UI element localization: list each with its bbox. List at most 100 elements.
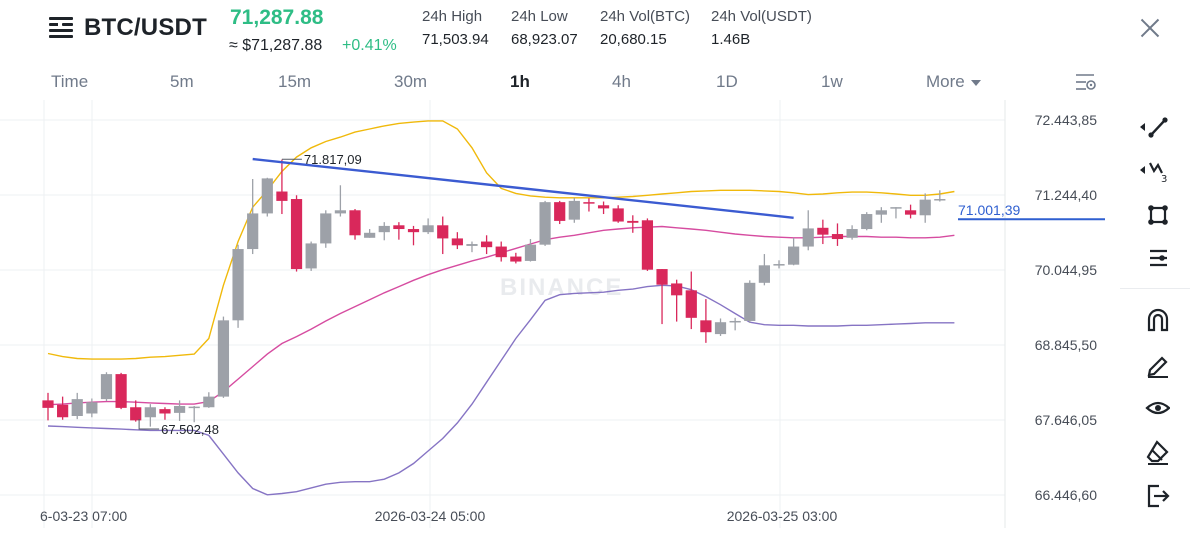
stat-24h-vol-btc: 24h Vol(BTC) 20,680.15	[600, 8, 690, 48]
candle-body	[685, 290, 697, 318]
tab-4h[interactable]: 4h	[612, 72, 631, 91]
tab-1h[interactable]: 1h	[510, 72, 530, 91]
svg-text:3: 3	[1161, 174, 1167, 183]
usd-price: ≈ $71,287.88	[229, 37, 323, 54]
candle-body	[904, 210, 917, 215]
candle-body	[86, 402, 98, 414]
stat-value: 68,923.07	[511, 31, 578, 48]
candle-body	[42, 400, 54, 408]
candle-body	[115, 374, 127, 408]
candle-body	[188, 406, 200, 409]
high-annotation: 71.817,09	[304, 152, 362, 167]
stat-value: 20,680.15	[600, 31, 667, 48]
candle-body	[583, 202, 595, 204]
candle-body	[510, 256, 522, 262]
chart-settings-icon[interactable]	[1074, 72, 1098, 92]
candle-body	[627, 220, 639, 223]
candle-body	[144, 407, 156, 418]
candle-body	[466, 244, 478, 246]
menu-icon[interactable]	[49, 17, 73, 39]
tab-more[interactable]: More	[926, 72, 981, 92]
candle-body	[247, 213, 259, 250]
header: BTC/USDT 71,287.88 ≈ $71,287.88 +0.41% 2…	[0, 0, 1200, 60]
tab-1w[interactable]: 1w	[821, 72, 843, 91]
candle-body	[817, 227, 829, 235]
candle-body	[831, 234, 844, 240]
exit-tool[interactable]	[1132, 480, 1172, 510]
close-icon[interactable]	[1138, 16, 1162, 40]
price-chart[interactable]: BINANCE 71.817,09 67.502,48 72.443,85 71.244…	[0, 100, 1110, 530]
stat-24h-vol-usdt: 24h Vol(USDT) 1.46B	[711, 8, 812, 48]
y-tick-label: 66.446,60	[1035, 487, 1097, 503]
candle-body	[320, 213, 332, 244]
tab-5m[interactable]: 5m	[170, 72, 194, 91]
toolbar-divider	[1120, 288, 1190, 289]
tab-time[interactable]: Time	[51, 72, 89, 91]
candle-body	[130, 407, 142, 421]
bollinger-upper-line	[47, 120, 955, 360]
eye-icon	[1145, 401, 1170, 415]
candle-body	[568, 200, 580, 220]
candle-body	[700, 320, 712, 333]
fib-tool-icon	[1150, 249, 1167, 267]
candle-body	[861, 214, 873, 230]
magnet-icon	[1147, 308, 1169, 332]
pencil-tool[interactable]	[1132, 348, 1172, 378]
candle-body	[334, 210, 346, 214]
candle-body	[217, 320, 230, 397]
candle-body	[656, 269, 668, 285]
candle-body	[378, 225, 390, 233]
candle-body	[495, 246, 507, 258]
candle-body	[290, 199, 303, 270]
tab-1d[interactable]: 1D	[716, 72, 738, 91]
y-tick-label: 70.044,95	[1035, 262, 1097, 278]
candle-body	[349, 210, 361, 236]
stat-value: 1.46B	[711, 31, 751, 48]
stat-label: 24h Low	[511, 8, 568, 25]
current-price-label: 71.001,39	[958, 202, 1020, 218]
magnet-tool[interactable]	[1132, 304, 1172, 334]
low-annotation: 67.502,48	[161, 422, 219, 437]
stat-label: 24h Vol(BTC)	[600, 8, 691, 25]
candle-body	[788, 246, 800, 265]
candle-body	[451, 238, 463, 246]
candle-body	[203, 396, 215, 408]
last-price: 71,287.88	[230, 6, 324, 29]
trendline-tool[interactable]	[1132, 112, 1172, 142]
candle-body	[758, 265, 770, 283]
visibility-tool[interactable]	[1132, 393, 1172, 423]
shape-tool-icon	[1148, 205, 1168, 225]
candle-body	[261, 178, 273, 214]
candlestick-chart[interactable]: BINANCE 71.817,09 67.502,48 72.443,85 71.244…	[0, 100, 1110, 530]
x-tick-label: 2026-03-25 03:00	[727, 508, 838, 524]
pencil-icon	[1147, 356, 1168, 378]
timeframe-tabs: Time 5m 15m 30m 1h 4h 1D 1w More	[0, 66, 1110, 96]
tab-more-label: More	[926, 72, 965, 91]
candle-body	[437, 225, 449, 239]
candle-body	[554, 202, 566, 221]
candle-body	[744, 282, 756, 321]
tab-30m[interactable]: 30m	[394, 72, 428, 91]
tab-15m[interactable]: 15m	[278, 72, 312, 91]
pattern-tool-icon: 3	[1140, 162, 1167, 183]
candle-body	[597, 205, 610, 209]
candle-body	[57, 404, 69, 418]
candle-body	[159, 409, 171, 414]
low-marker-line	[138, 418, 160, 430]
y-tick-label: 68.845,50	[1035, 337, 1097, 353]
eraser-tool[interactable]	[1132, 436, 1172, 466]
candle-body	[539, 202, 551, 245]
shape-tool[interactable]	[1132, 200, 1172, 230]
price-change: +0.41%	[342, 37, 397, 54]
fib-tool[interactable]	[1132, 244, 1172, 274]
candle-body	[875, 210, 887, 215]
candle-body	[671, 283, 683, 296]
trendline	[252, 157, 794, 219]
pair-title[interactable]: BTC/USDT	[84, 14, 207, 41]
candle-body	[729, 320, 741, 323]
candle-body	[802, 228, 814, 247]
pattern-tool[interactable]: 3	[1132, 155, 1172, 185]
candle-body	[524, 244, 537, 261]
y-tick-label: 67.646,05	[1035, 412, 1097, 428]
candle-body	[773, 264, 785, 266]
